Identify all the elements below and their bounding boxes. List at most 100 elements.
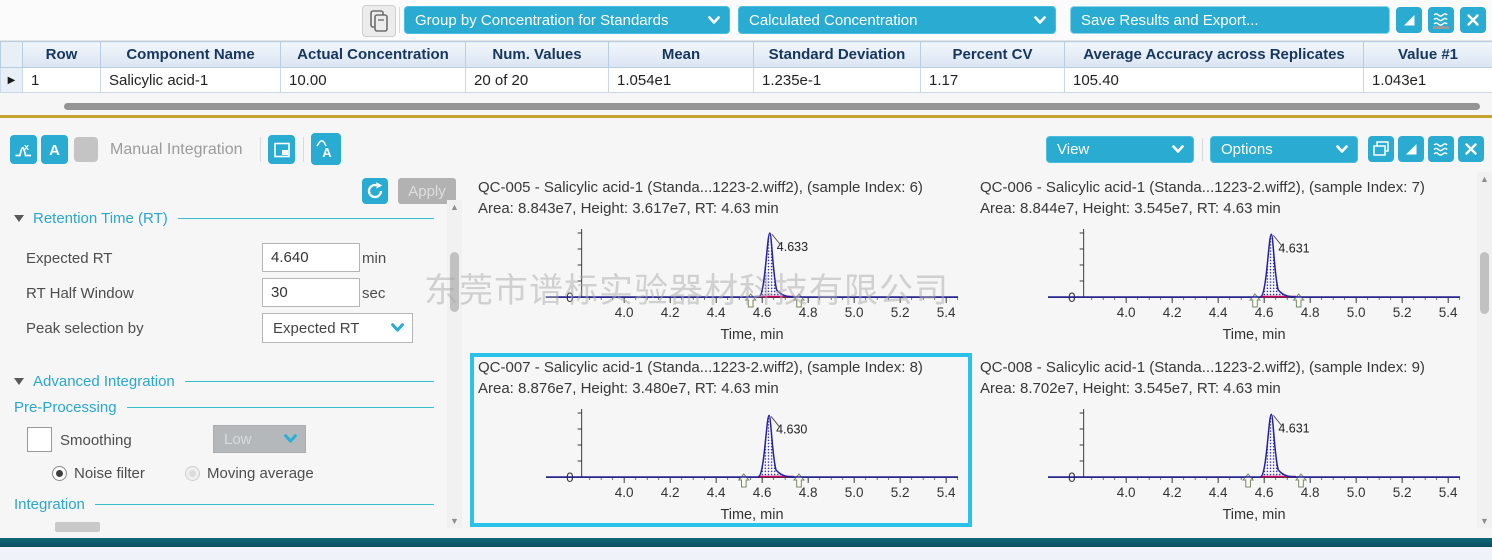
chevron-down-icon <box>391 323 404 332</box>
disabled-tool-button <box>74 137 98 162</box>
cell-mean: 1.054e1 <box>608 67 754 93</box>
column-header-percent-cv[interactable]: Percent CV <box>920 41 1065 68</box>
chromatogram-title: QC-008 - Salicylic acid-1 (Standa...1223… <box>980 359 1425 376</box>
resize-triangle-icon <box>1406 144 1417 155</box>
column-header-actual-concentration[interactable]: Actual Concentration <box>280 41 466 68</box>
expected-rt-unit: min <box>362 250 387 267</box>
svg-text:5.4: 5.4 <box>937 485 956 500</box>
popout-window-button[interactable] <box>268 135 295 164</box>
moving-average-radio[interactable] <box>185 466 200 481</box>
parameters-scrollbar[interactable]: ▲ ▼ <box>447 200 462 528</box>
save-export-button[interactable]: Save Results and Export... <box>1070 6 1390 34</box>
view-dropdown[interactable]: View <box>1046 136 1194 163</box>
column-header-row[interactable]: Row <box>22 41 101 68</box>
report-pages-icon <box>370 10 388 32</box>
cell-actual-concentration: 10.00 <box>280 67 466 93</box>
svg-text:4.4: 4.4 <box>1209 485 1228 500</box>
expand-corner-button[interactable] <box>1396 7 1422 33</box>
peak-selection-dropdown[interactable]: Expected RT <box>262 313 413 343</box>
close-panel-button[interactable] <box>1460 7 1486 33</box>
svg-text:4.6: 4.6 <box>753 305 772 320</box>
expected-rt-label: Expected RT <box>26 250 113 267</box>
svg-text:4.6: 4.6 <box>1255 485 1274 500</box>
scroll-up-icon[interactable]: ▲ <box>1480 174 1489 184</box>
svg-text:5.4: 5.4 <box>1439 305 1458 320</box>
svg-text:5.2: 5.2 <box>1393 485 1412 500</box>
metric-dropdown[interactable]: Calculated Concentration <box>738 6 1056 34</box>
svg-text:4.4: 4.4 <box>1209 305 1228 320</box>
svg-text:Time, min: Time, min <box>720 507 783 523</box>
refresh-button[interactable] <box>362 178 388 204</box>
expand-corner-button[interactable] <box>1398 136 1424 162</box>
apply-button[interactable]: Apply <box>398 178 456 204</box>
scroll-up-icon[interactable]: ▲ <box>450 202 459 212</box>
svg-text:4.0: 4.0 <box>1117 485 1136 500</box>
cell-value-1: 1.043e1 <box>1363 67 1492 93</box>
parameters-scrollbar-thumb[interactable] <box>450 252 459 312</box>
chromatogram-subtitle: Area: 8.844e7, Height: 3.545e7, RT: 4.63… <box>980 200 1281 217</box>
chevron-down-icon <box>284 434 297 443</box>
chromatogram-title: QC-005 - Salicylic acid-1 (Standa...1223… <box>478 179 923 196</box>
chromatogram-panel-qc008[interactable]: QC-008 - Salicylic acid-1 (Standa...1223… <box>976 357 1470 523</box>
close-panel-button[interactable] <box>1458 136 1484 162</box>
column-header-standard-deviation[interactable]: Standard Deviation <box>753 41 921 68</box>
horizontal-scrollbar[interactable] <box>0 99 1492 113</box>
svg-text:4.0: 4.0 <box>1117 305 1136 320</box>
column-header-average-accuracy[interactable]: Average Accuracy across Replicates <box>1064 41 1364 68</box>
resize-triangle-icon <box>1404 15 1415 26</box>
cell-row: 1 <box>22 67 101 93</box>
chromatogram-title: QC-006 - Salicylic acid-1 (Standa...1223… <box>980 179 1425 196</box>
float-panel-button[interactable] <box>1428 7 1454 33</box>
toolbar-separator <box>1202 138 1203 161</box>
retention-time-section-header[interactable]: Retention Time (RT) <box>14 210 434 227</box>
row-selector-header <box>0 41 23 68</box>
svg-text:Time, min: Time, min <box>720 327 783 343</box>
report-pages-button[interactable] <box>362 5 396 37</box>
row-marker-icon: ▶ <box>0 67 23 93</box>
svg-text:x: x <box>24 142 29 152</box>
chromatogram-title: QC-007 - Salicylic acid-1 (Standa...1223… <box>478 359 923 376</box>
table-row[interactable]: ▶ 1 Salicylic acid-1 10.00 20 of 20 1.05… <box>0 67 1492 93</box>
chromatogram-panel-qc007[interactable]: QC-007 - Salicylic acid-1 (Standa...1223… <box>470 353 972 527</box>
annotate-button[interactable]: A <box>41 135 68 164</box>
svg-text:4.630: 4.630 <box>776 422 807 436</box>
column-header-mean[interactable]: Mean <box>608 41 754 68</box>
duplicate-window-button[interactable] <box>1368 136 1394 162</box>
svg-text:4.631: 4.631 <box>1278 421 1309 435</box>
pane-divider[interactable] <box>0 115 1492 118</box>
rt-half-window-input[interactable] <box>262 278 360 307</box>
chromatogram-panel-qc006[interactable]: QC-006 - Salicylic acid-1 (Standa...1223… <box>976 177 1470 349</box>
svg-text:Time, min: Time, min <box>1222 507 1285 523</box>
options-dropdown[interactable]: Options <box>1210 136 1358 163</box>
scroll-down-icon[interactable]: ▼ <box>1480 516 1489 526</box>
chromatogram-scrollbar[interactable]: ▲ ▼ <box>1477 172 1492 528</box>
float-panel-button[interactable] <box>1428 136 1454 162</box>
bottom-status-bar <box>0 538 1492 547</box>
column-header-value-1[interactable]: Value #1 <box>1363 41 1492 68</box>
column-header-component-name[interactable]: Component Name <box>100 41 281 68</box>
group-by-dropdown[interactable]: Group by Concentration for Standards <box>404 6 730 34</box>
letter-a-icon: A <box>49 142 60 159</box>
smoothing-checkbox[interactable] <box>27 427 52 452</box>
expected-rt-input[interactable] <box>262 243 360 272</box>
advanced-integration-section-header[interactable]: Advanced Integration <box>14 373 434 390</box>
peak-function-icon: x <box>15 142 31 157</box>
cell-standard-deviation: 1.235e-1 <box>753 67 921 93</box>
chromatogram-scrollbar-thumb[interactable] <box>1480 252 1489 314</box>
rt-half-window-label: RT Half Window <box>26 285 134 302</box>
close-icon <box>1465 143 1477 155</box>
svg-text:5.0: 5.0 <box>845 485 864 500</box>
auto-integration-button[interactable]: x <box>10 135 37 164</box>
scroll-down-icon[interactable]: ▼ <box>450 516 459 526</box>
chromatogram-panel-qc005[interactable]: QC-005 - Salicylic acid-1 (Standa...1223… <box>474 177 968 349</box>
column-header-num-values[interactable]: Num. Values <box>465 41 609 68</box>
cell-average-accuracy: 105.40 <box>1064 67 1364 93</box>
horizontal-scrollbar-thumb[interactable] <box>64 103 1480 110</box>
peak-review-button[interactable]: A <box>311 133 341 165</box>
cell-component-name: Salicylic acid-1 <box>100 67 281 93</box>
noise-filter-radio[interactable] <box>52 466 67 481</box>
